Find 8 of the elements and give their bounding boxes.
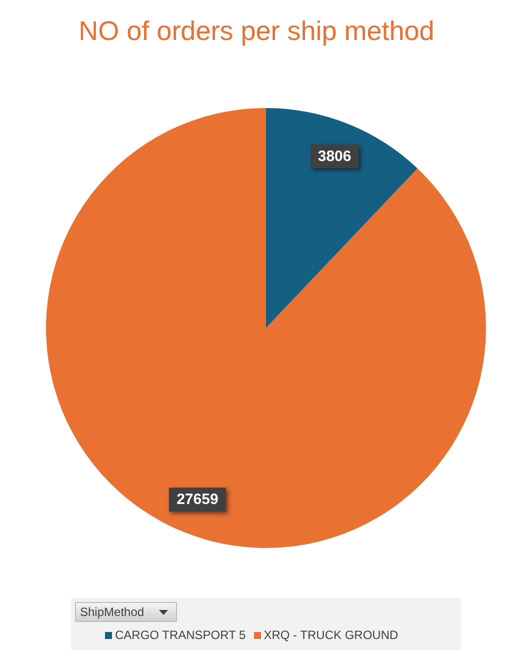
data-label: 27659 bbox=[176, 491, 218, 508]
legend-title: ShipMethod bbox=[80, 605, 144, 619]
legend-label: CARGO TRANSPORT 5 bbox=[115, 628, 246, 642]
data-label: 3806 bbox=[318, 148, 352, 165]
pie-slice bbox=[266, 108, 418, 328]
pie-slice bbox=[46, 108, 486, 548]
legend-label: XRQ - TRUCK GROUND bbox=[264, 628, 398, 642]
chart-title: NO of orders per ship method bbox=[78, 16, 436, 47]
